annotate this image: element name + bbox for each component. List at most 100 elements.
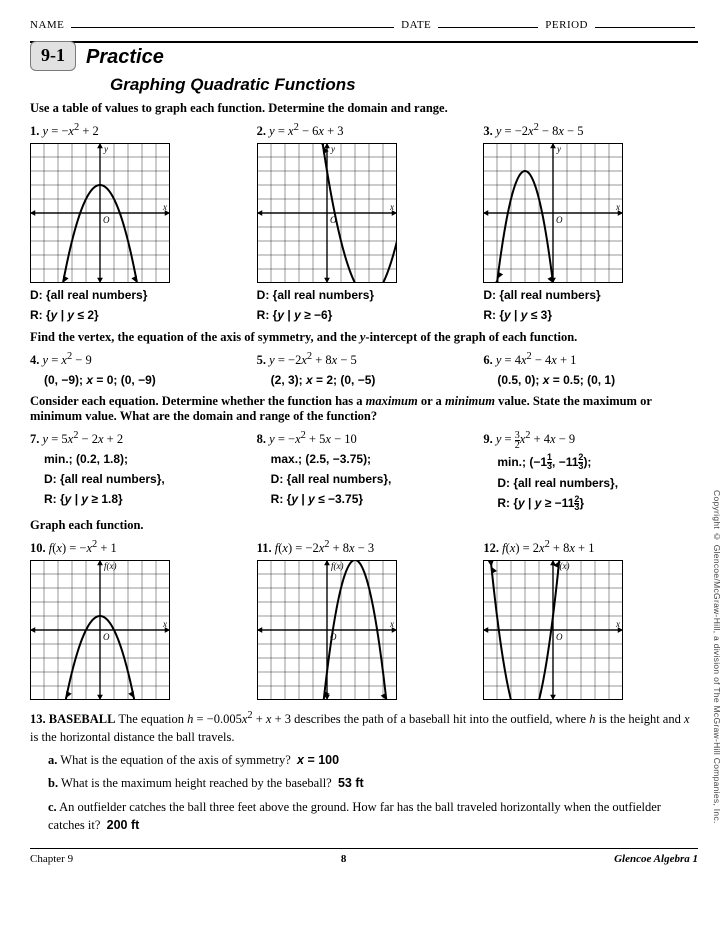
p12-num: 12. (483, 541, 499, 555)
svg-text:x: x (615, 619, 620, 629)
p1-graph: y x O (30, 143, 170, 283)
p13-num: 13. (30, 712, 46, 726)
p10-graph: f(x)xO (30, 560, 170, 700)
p11-eq: f(x) = −2x2 + 8x − 3 (275, 541, 374, 555)
svg-text:O: O (556, 215, 563, 225)
problem-7: 7. y = 5x2 − 2x + 2 min.; (0.2, 1.8); D:… (30, 430, 245, 512)
p7-num: 7. (30, 432, 39, 446)
p6-eq: y = 4x2 − 4x + 1 (496, 353, 577, 367)
svg-text:y: y (330, 144, 335, 154)
problems-row-2: 4. y = x2 − 9 (0, −9); x = 0; (0, −9) 5.… (30, 351, 698, 388)
svg-text:x: x (162, 202, 167, 212)
p11-num: 11. (257, 541, 272, 555)
problem-2: 2. y = x2 − 6x + 3 yxO D: {all real numb… (257, 122, 472, 324)
svg-text:O: O (556, 632, 563, 642)
problem-5: 5. y = −2x2 + 8x − 5 (2, 3); x = 2; (0, … (257, 351, 472, 388)
p8-eq: y = −x2 + 5x − 10 (269, 432, 357, 446)
instructions-2: Find the vertex, the equation of the axi… (30, 330, 698, 345)
instructions-3: Consider each equation. Determine whethe… (30, 394, 698, 424)
p3-graph: y x O (483, 143, 623, 283)
svg-text:O: O (103, 632, 110, 642)
p1-range: R: {y | y ≤ 2} (30, 308, 99, 322)
problem-11: 11. f(x) = −2x2 + 8x − 3 f(x)xO (257, 539, 472, 700)
problem-4: 4. y = x2 − 9 (0, −9); x = 0; (0, −9) (30, 351, 245, 388)
instr3-min: minimum (445, 394, 495, 408)
p7-l1: min.; (0.2, 1.8); (44, 451, 245, 467)
p13-qc: c. An outfielder catches the ball three … (48, 798, 698, 834)
problem-9: 9. y = 32x2 + 4x − 9 min.; (−113, −1123)… (483, 430, 698, 512)
p13-qa-q: What is the equation of the axis of symm… (60, 753, 291, 767)
p13-qc-a: 200 ft (107, 818, 140, 832)
p13-qc-letter: c. (48, 800, 57, 814)
footer-left: Chapter 9 (30, 853, 73, 865)
svg-text:y: y (103, 144, 108, 154)
svg-text:y: y (556, 144, 561, 154)
p13-qa-a: x = 100 (297, 753, 339, 767)
p5-eq: y = −2x2 + 8x − 5 (269, 353, 357, 367)
p4-answer: (0, −9); x = 0; (0, −9) (44, 373, 156, 387)
p10-num: 10. (30, 541, 46, 555)
p9-l3: R: {y | y ≥ −1123} (497, 496, 584, 510)
section-band: 9-1 Practice (30, 41, 698, 71)
p8-l2: D: {all real numbers}, (271, 471, 472, 487)
p13-qc-q: An outfielder catches the ball three fee… (48, 800, 661, 832)
p4-num: 4. (30, 353, 39, 367)
p3-num: 3. (483, 124, 492, 138)
section-title: Graphing Quadratic Functions (110, 75, 698, 95)
p7-eq: y = 5x2 − 2x + 2 (43, 432, 124, 446)
p1-eq: y = −x2 + 2 (43, 124, 99, 138)
p11-graph: f(x)xO (257, 560, 397, 700)
p6-answer: (0.5, 0); x = 0.5; (0, 1) (497, 373, 615, 387)
p5-answer: (2, 3); x = 2; (0, −5) (271, 373, 376, 387)
problems-row-3: 7. y = 5x2 − 2x + 2 min.; (0.2, 1.8); D:… (30, 430, 698, 512)
p9-l1: min.; (−113, −1123); (497, 455, 591, 469)
period-blank[interactable] (595, 18, 695, 28)
p13-qa: a. What is the equation of the axis of s… (48, 751, 698, 769)
problems-row-4: 10. f(x) = −x2 + 1 f(x)xO 11. f(x) = −2x… (30, 539, 698, 700)
problem-3: 3. y = −2x2 − 8x − 5 yxO D: {all real nu… (483, 122, 698, 324)
p7-l3: R: {y | y ≥ 1.8} (44, 492, 123, 506)
problems-row-1: 1. y = −x2 + 2 y x O D: {all real numbers}… (30, 122, 698, 324)
p8-l3: R: {y | y ≤ −3.75} (271, 492, 363, 506)
instr3-a: Consider each equation. Determine whethe… (30, 394, 366, 408)
p12-graph: f(x)xO (483, 560, 623, 700)
svg-text:O: O (103, 215, 110, 225)
p7-l2: D: {all real numbers}, (44, 471, 245, 487)
copyright-text: Copyright © Glencoe/McGraw-Hill, a divis… (712, 490, 722, 824)
svg-text:f(x): f(x) (331, 561, 344, 571)
problem-8: 8. y = −x2 + 5x − 10 max.; (2.5, −3.75);… (257, 430, 472, 512)
p6-num: 6. (483, 353, 492, 367)
p4-eq: y = x2 − 9 (43, 353, 92, 367)
date-blank[interactable] (438, 18, 538, 28)
p1-domain: D: {all real numbers} (30, 287, 245, 303)
problem-6: 6. y = 4x2 − 4x + 1 (0.5, 0); x = 0.5; (… (483, 351, 698, 388)
p13-qb-q: What is the maximum height reached by th… (61, 776, 332, 790)
svg-text:x: x (389, 202, 394, 212)
date-label: DATE (401, 19, 431, 31)
p13-qb: b. What is the maximum height reached by… (48, 774, 698, 792)
problem-13: 13. BASEBALL The equation h = −0.005x2 +… (30, 708, 698, 834)
name-blank[interactable] (71, 18, 394, 28)
p13-qb-a: 53 ft (338, 776, 364, 790)
section-number: 9-1 (30, 41, 76, 71)
footer-center: 8 (341, 853, 347, 865)
instr3-b: or a (418, 394, 445, 408)
instructions-1: Use a table of values to graph each func… (30, 101, 698, 116)
p9-eq: y = 32x2 + 4x − 9 (496, 432, 575, 446)
p2-graph: yxO (257, 143, 397, 283)
p10-eq: f(x) = −x2 + 1 (49, 541, 117, 555)
p12-eq: f(x) = 2x2 + 8x + 1 (502, 541, 594, 555)
p13-qb-letter: b. (48, 776, 58, 790)
worksheet-header: NAME DATE PERIOD (30, 18, 698, 31)
problem-1: 1. y = −x2 + 2 y x O D: {all real numbers}… (30, 122, 245, 324)
svg-text:x: x (162, 619, 167, 629)
p1-num: 1. (30, 124, 39, 138)
problem-12: 12. f(x) = 2x2 + 8x + 1 f(x)xO (483, 539, 698, 700)
p9-num: 9. (483, 432, 492, 446)
p8-num: 8. (257, 432, 266, 446)
footer-right: Glencoe Algebra 1 (614, 853, 698, 865)
p3-range: R: {y | y ≤ 3} (483, 308, 552, 322)
p3-domain: D: {all real numbers} (483, 287, 698, 303)
p8-l1: max.; (2.5, −3.75); (271, 451, 472, 467)
svg-text:x: x (615, 202, 620, 212)
